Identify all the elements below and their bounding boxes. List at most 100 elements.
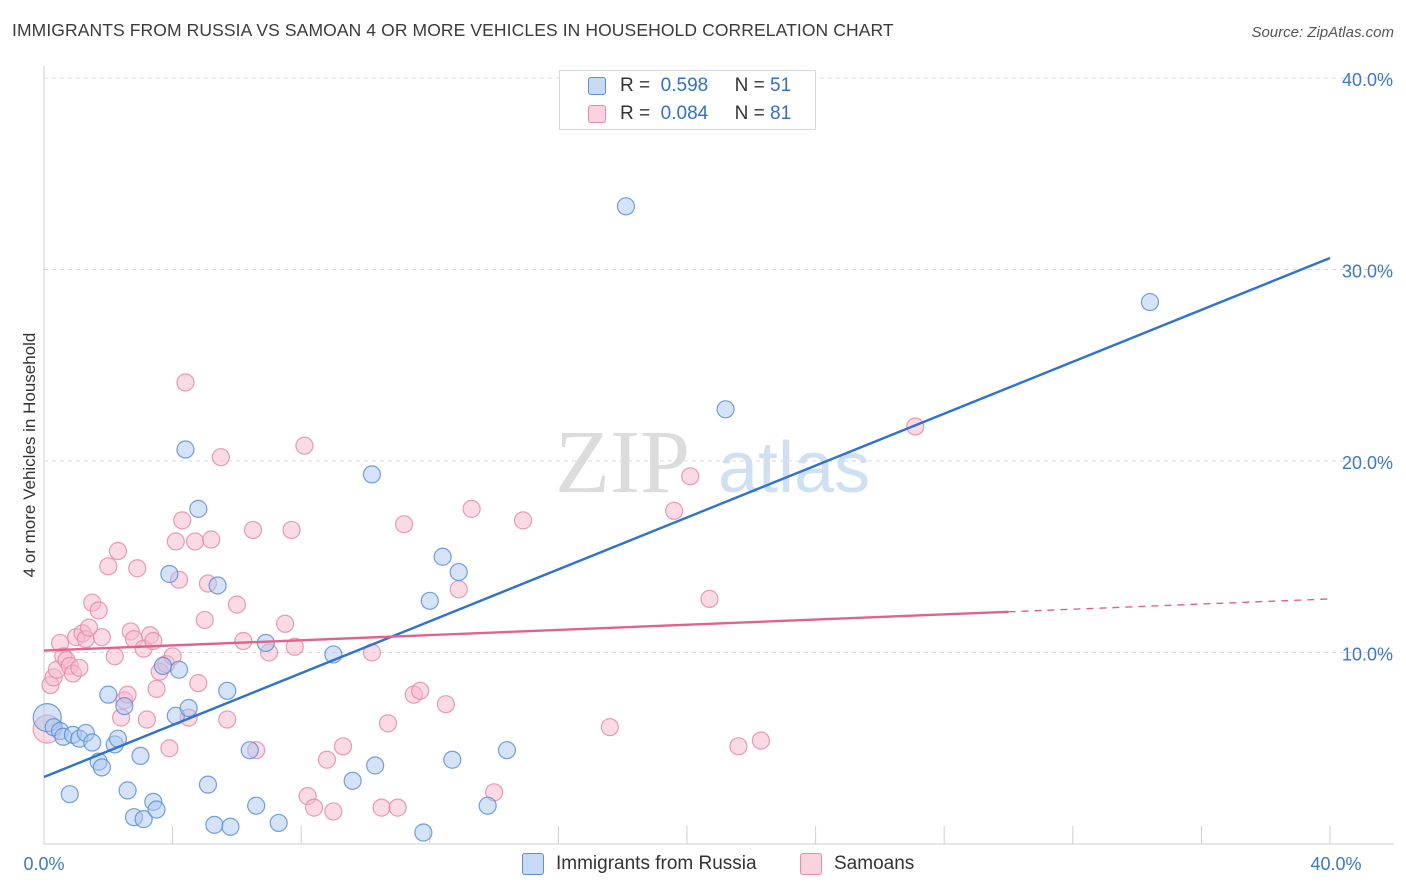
point-samoans [173,511,192,530]
point-russia [131,746,150,766]
point-samoans [234,631,253,651]
point-samoans [128,559,147,578]
point-russia [99,685,118,704]
point-samoans [282,520,301,540]
point-russia [420,591,439,610]
point-russia [198,775,218,794]
point-russia [343,771,362,790]
point-russia [92,758,111,777]
point-russia [414,823,433,842]
y-tick-label: 40.0% [1342,70,1393,90]
point-samoans [211,448,230,467]
point-samoans [462,499,481,518]
point-samoans [388,798,407,817]
y-tick-label: 20.0% [1342,453,1393,473]
source-label: Source: ZipAtlas.com [1251,24,1394,41]
point-samoans [147,679,166,698]
point-samoans [700,589,719,608]
legend-row-samoans: R = 0.084 N = 81 [560,101,791,127]
y-tick-label: 30.0% [1342,262,1393,282]
point-russia [221,817,240,836]
legend-r-label: R = [620,103,651,124]
point-samoans [394,515,414,534]
point-russia [449,562,468,582]
point-russia [115,697,134,716]
point-russia [366,756,385,775]
point-russia [83,733,102,752]
x-tick-label: 40.0% [1310,854,1361,874]
point-russia [176,440,195,459]
legend-swatch-samoans [588,105,606,123]
point-samoans [372,798,391,817]
point-russia [60,785,79,804]
bottom-legend-label-samoans: Samoans [834,853,915,874]
legend-r-value-samoans: 0.084 [660,103,709,124]
trend-line-dashed-samoans [1008,598,1331,613]
legend-box: R = 0.598 N = 51 R = 0.084 N = 81 [559,70,816,130]
point-russia [1140,292,1160,312]
trend-line-samoans [43,610,1009,652]
point-samoans [70,658,89,677]
point-samoans [189,674,208,693]
bottom-legend-swatch-samoans [800,853,822,875]
point-samoans [108,541,128,561]
point-samoans [79,618,99,637]
watermark-zip: ZIP [555,413,690,512]
point-samoans [729,737,748,756]
point-samoans [89,601,108,620]
point-russia [269,813,288,833]
bottom-legend-samoans: Samoans [800,851,914,877]
point-samoans [176,373,195,392]
point-russia [443,750,462,769]
legend-n-label: N = [734,75,765,96]
legend-n-label: N = [734,103,765,124]
point-samoans [166,532,185,551]
point-russia [208,576,227,595]
point-samoans [227,595,246,614]
point-russia [169,660,189,679]
point-samoans [186,532,205,551]
bottom-legend-russia: Immigrants from Russia [522,851,757,877]
point-russia [716,400,735,419]
point-russia [616,197,636,216]
point-russia [433,547,452,566]
point-samoans [195,610,214,630]
point-samoans [243,520,263,540]
point-samoans [436,695,455,714]
point-samoans [304,798,324,817]
point-samoans [449,580,468,599]
point-russia [179,698,198,718]
point-samoans [137,710,156,729]
point-samoans [317,750,337,769]
point-samoans [600,718,619,737]
point-samoans [202,530,221,549]
x-tick-label: 0.0% [23,854,64,874]
point-russia [118,781,137,800]
point-russia [247,796,266,815]
y-tick-label: 10.0% [1342,645,1393,665]
legend-row-russia: R = 0.598 N = 51 [560,73,791,99]
point-samoans [285,637,304,656]
point-samoans [681,467,700,486]
point-samoans [295,436,314,455]
point-russia [147,800,166,819]
point-samoans [276,614,295,633]
point-samoans [333,737,353,756]
point-samoans [665,501,684,520]
point-samoans [218,710,237,729]
point-russia [240,741,259,760]
point-russia [478,796,497,815]
legend-r-label: R = [620,75,651,96]
point-samoans [513,511,533,530]
point-samoans [105,647,124,666]
legend-swatch-russia [588,77,606,95]
point-samoans [99,557,118,576]
bottom-legend-swatch-russia [522,853,544,875]
point-samoans [160,739,179,758]
legend-r-value-russia: 0.598 [660,75,709,96]
point-russia [362,465,382,484]
point-russia [153,656,173,676]
trend-line-russia [43,256,1331,779]
point-russia [205,815,224,834]
